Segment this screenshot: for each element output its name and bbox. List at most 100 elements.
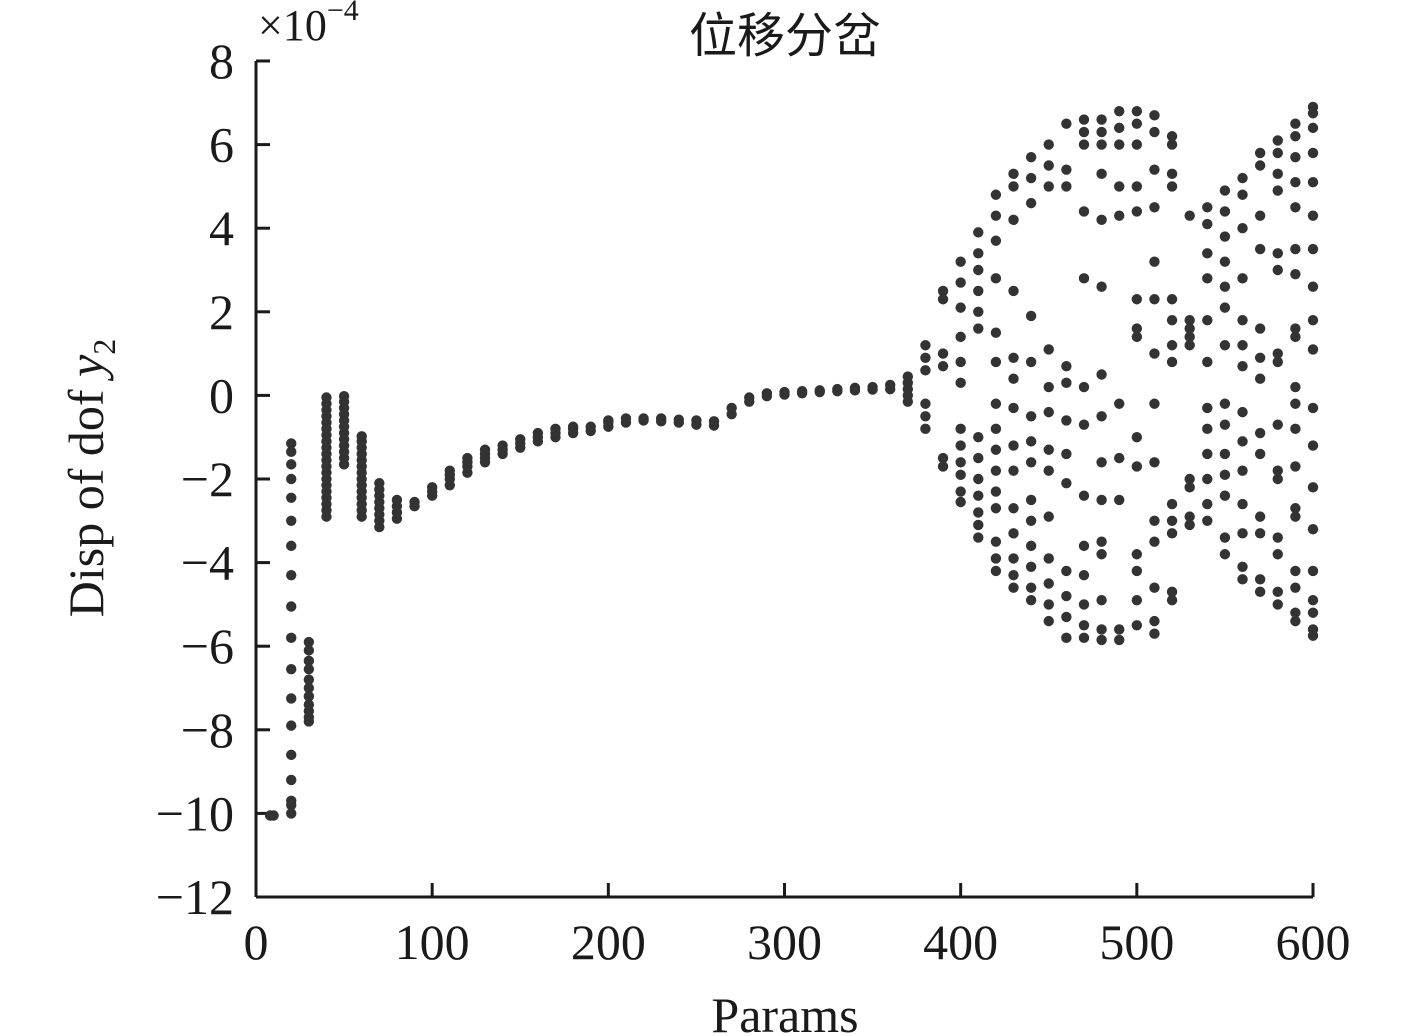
data-point [303, 691, 315, 702]
data-point [990, 235, 1002, 246]
data-point [1254, 373, 1266, 384]
data-point [303, 636, 315, 648]
data-point [1272, 473, 1283, 485]
data-point [1096, 369, 1107, 380]
data-point [973, 306, 984, 317]
y-axis-exponent: ×10−4 [258, 0, 359, 50]
data-point [1237, 498, 1248, 510]
data-point [532, 427, 544, 439]
data-point [1149, 582, 1160, 593]
data-point [1149, 110, 1160, 121]
data-point [1078, 381, 1090, 393]
data-point [1008, 569, 1019, 581]
data-point [937, 360, 949, 372]
data-point [321, 392, 332, 403]
data-point [1114, 398, 1125, 409]
data-point [1096, 457, 1107, 468]
y-axis-label: Disp of dof y2 [58, 339, 122, 617]
data-point [1272, 147, 1283, 159]
data-point [1025, 561, 1037, 572]
data-point [1272, 135, 1283, 146]
data-point [1096, 411, 1107, 422]
data-point [1307, 440, 1319, 451]
data-point [1043, 578, 1054, 589]
x-tick-label: 200 [571, 914, 646, 970]
data-point [955, 377, 966, 389]
data-point [1219, 490, 1231, 501]
data-point [286, 459, 297, 470]
data-point [1307, 624, 1319, 635]
x-tick-label: 300 [747, 914, 822, 970]
data-point [1025, 595, 1037, 606]
data-point [973, 248, 984, 259]
data-point [1237, 360, 1248, 372]
data-point [1008, 181, 1019, 192]
data-point [1061, 448, 1072, 460]
data-point [832, 383, 843, 395]
data-point [1272, 465, 1283, 476]
data-point [1061, 181, 1072, 192]
data-point [356, 431, 367, 442]
data-point [1202, 448, 1213, 460]
y-axis-ticks: 8 6 4 2 0 −2 −4 −6 −8 −10 −12 [156, 33, 270, 925]
data-point [1254, 160, 1266, 171]
data-point [973, 519, 984, 531]
data-point [1078, 569, 1090, 581]
data-point [286, 540, 297, 552]
data-point [1290, 398, 1301, 409]
data-point [955, 256, 966, 267]
data-point [691, 415, 702, 426]
data-point [338, 391, 350, 402]
data-point [1078, 139, 1090, 150]
data-point [973, 473, 984, 485]
data-point [1202, 202, 1213, 213]
data-point [462, 452, 473, 464]
data-point [1219, 448, 1231, 460]
data-point [286, 569, 297, 581]
y-tick-label: −2 [181, 451, 234, 507]
data-point [955, 331, 966, 343]
y-axis-label-main: Disp of dof [58, 377, 114, 617]
data-point [603, 415, 614, 426]
data-point [1061, 611, 1072, 623]
data-point [920, 352, 931, 363]
x-tick-label: 600 [1276, 914, 1351, 970]
data-point [1096, 549, 1107, 560]
data-point [1166, 314, 1178, 326]
data-point [955, 356, 966, 368]
data-point [1025, 197, 1037, 209]
data-point [990, 536, 1002, 547]
data-point [1114, 494, 1125, 506]
data-point [1272, 599, 1283, 610]
data-point [955, 486, 966, 497]
data-point [1202, 273, 1213, 284]
data-point [1078, 114, 1090, 125]
data-point [1272, 586, 1283, 598]
data-point [1043, 139, 1054, 150]
data-point [1184, 519, 1195, 531]
data-point [1202, 248, 1213, 259]
data-point [1078, 126, 1090, 138]
data-point [1008, 553, 1019, 564]
data-point [849, 382, 861, 394]
data-point [286, 693, 297, 704]
data-point [1025, 356, 1037, 368]
data-point [955, 469, 966, 481]
data-point [1131, 461, 1143, 472]
data-point [286, 492, 297, 504]
data-point [1290, 381, 1301, 393]
data-points [264, 101, 1319, 821]
data-point [1114, 105, 1125, 117]
data-point [1025, 411, 1037, 422]
data-point [920, 398, 931, 409]
data-point [286, 663, 297, 675]
data-point [1184, 340, 1195, 351]
data-point [1166, 595, 1178, 606]
data-point [1166, 515, 1178, 526]
data-point [1290, 118, 1301, 129]
data-point [1202, 218, 1213, 230]
data-point [1149, 202, 1160, 213]
data-point [1219, 231, 1231, 242]
data-point [1219, 469, 1231, 481]
